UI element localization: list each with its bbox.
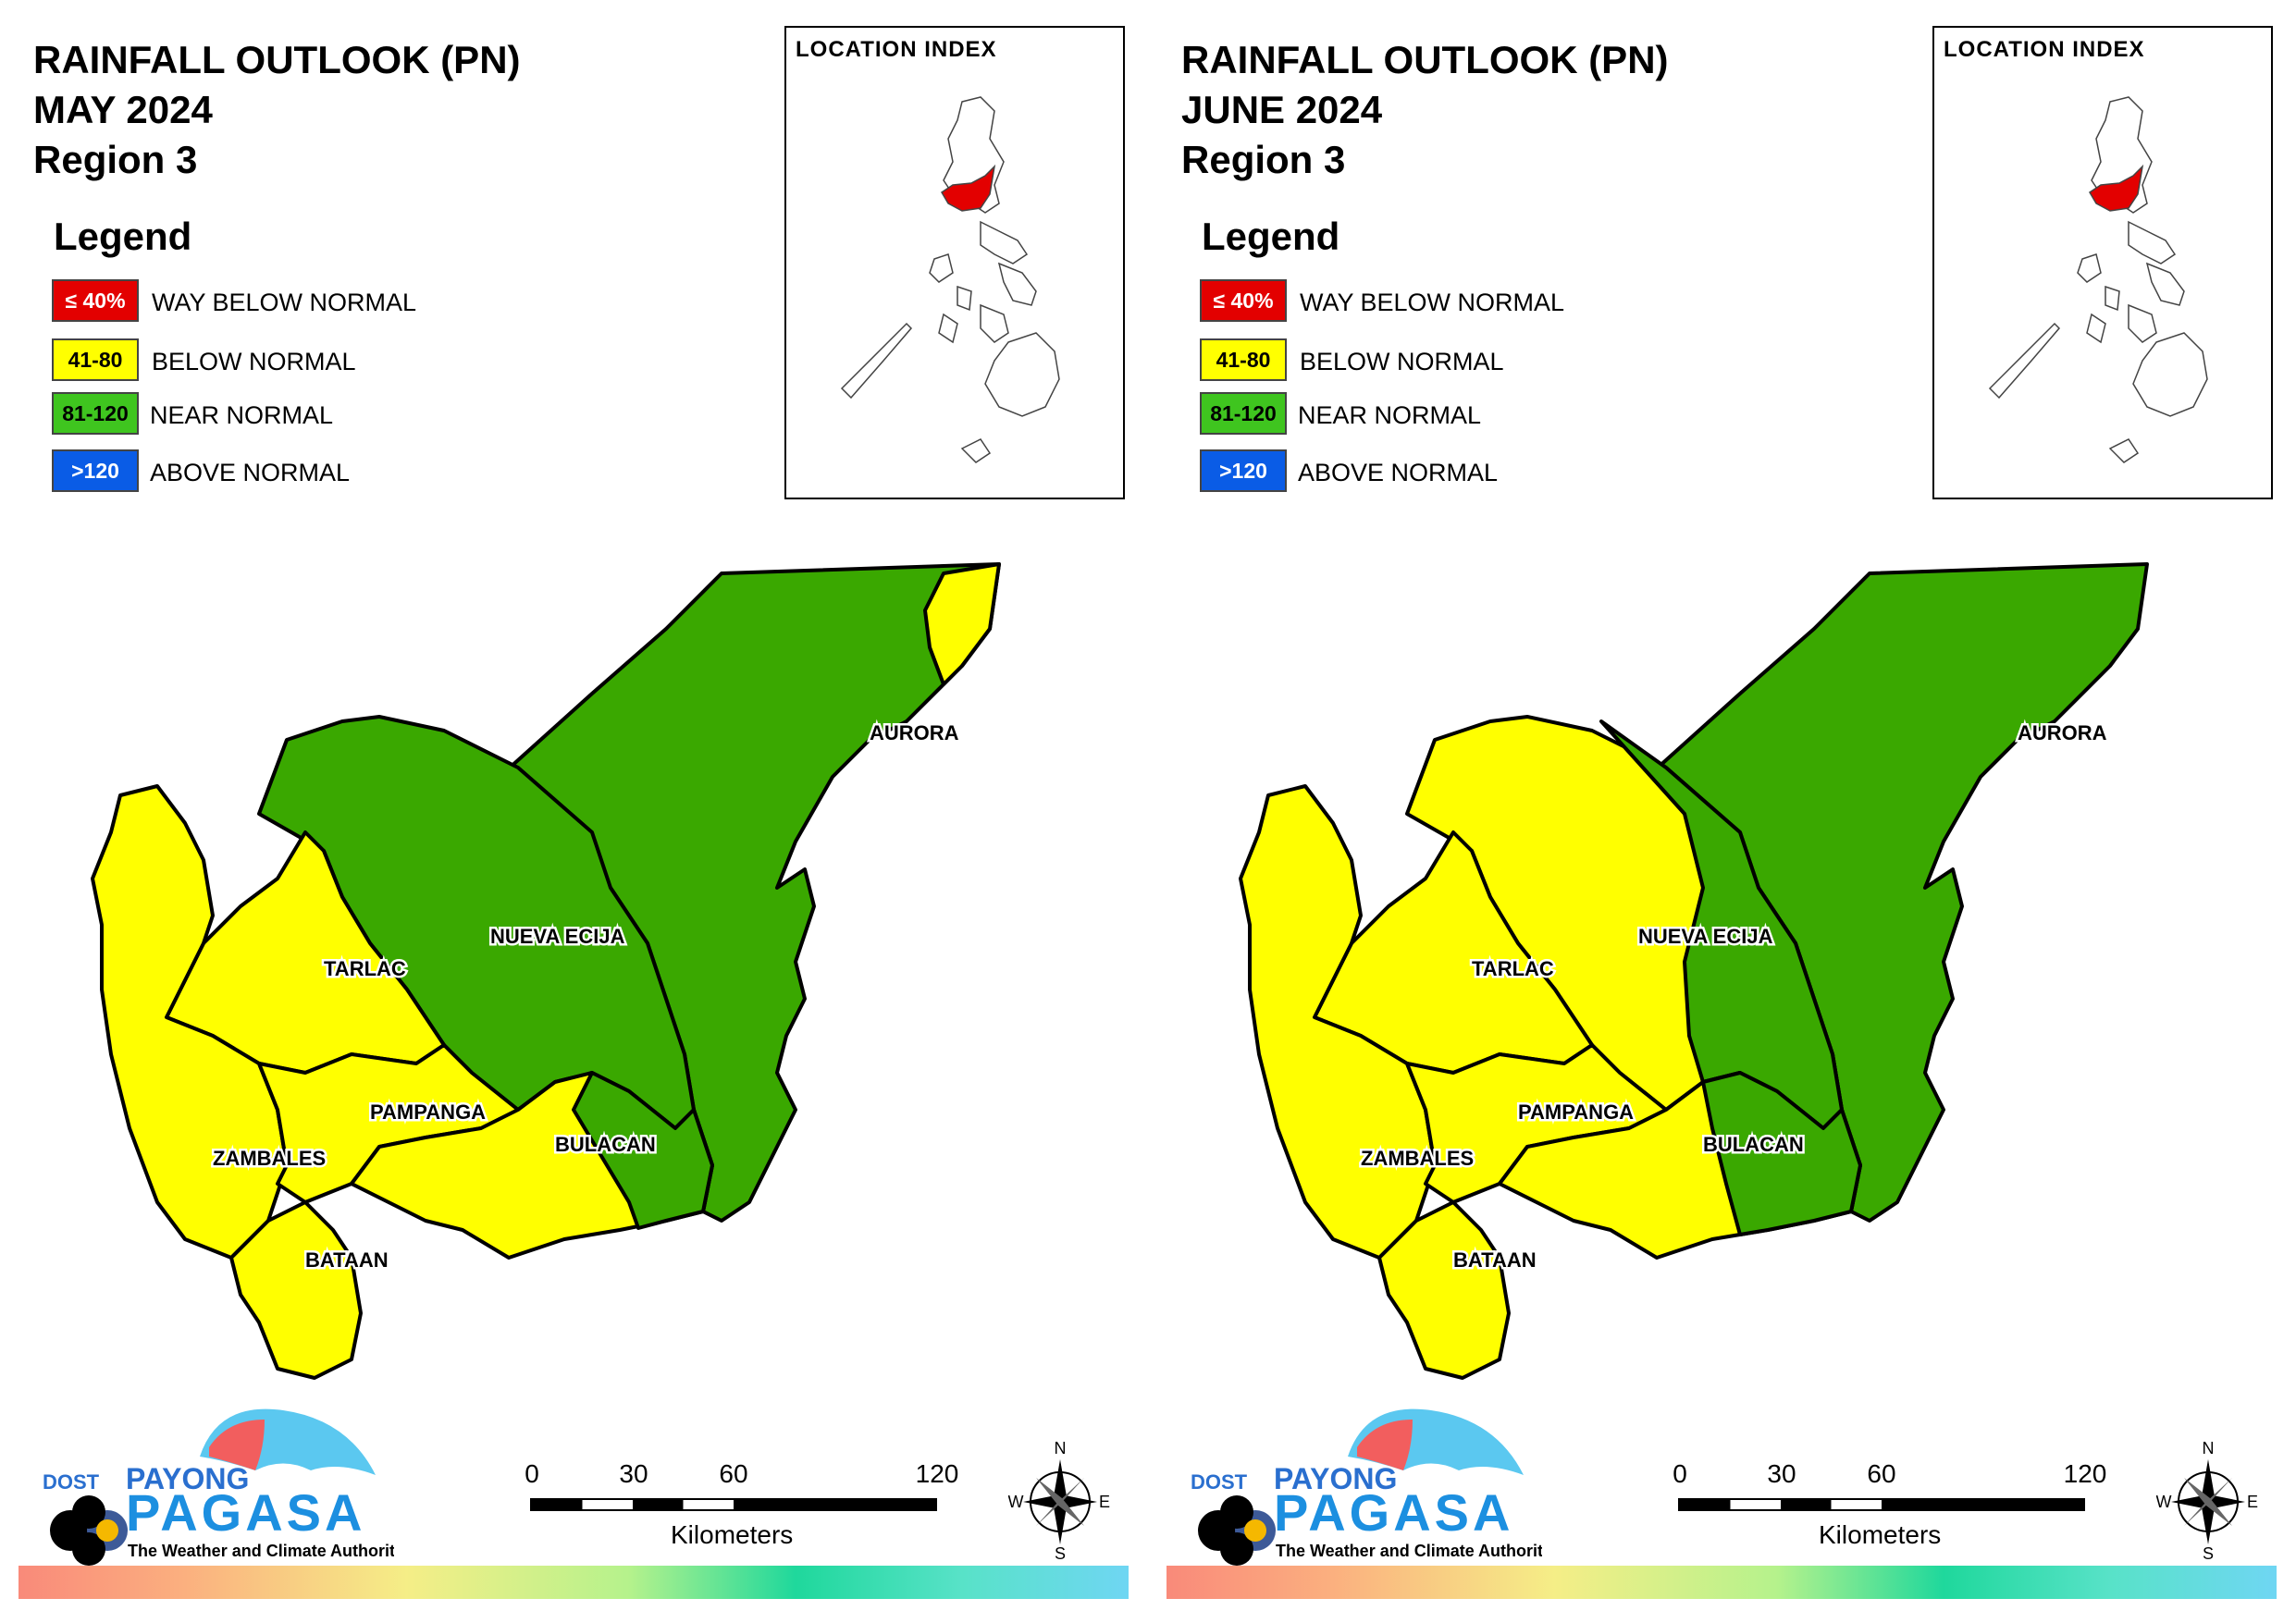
compass-e: E [1099,1493,1110,1511]
legend-swatch: ≤ 40% [1200,279,1287,322]
legend-title: Legend [54,215,192,258]
scale-tick: 0 [1673,1459,1687,1488]
scale-bar: 0 30 60 120 Kilometers [523,1459,958,1552]
legend-swatch: 41-80 [1200,338,1287,381]
legend-swatch: 81-120 [52,392,139,435]
june-panel: RAINFALL OUTLOOK (PN) JUNE 2024 Region 3… [1148,0,2295,1623]
legend-swatch: ≤ 40% [52,279,139,322]
footer-gradient-bar [19,1566,1129,1599]
scale-bar-graphic [1678,1498,2085,1511]
scale-tick: 60 [1867,1459,1896,1488]
region-map: AURORA NUEVA ECIJA TARLAC PAMPANGA ZAMBA… [1239,562,2149,1380]
scale-tick: 30 [619,1459,648,1488]
region-3-highlight [940,164,996,212]
aurora-yellow-tip [923,562,1001,686]
panel-title: RAINFALL OUTLOOK (PN) JUNE 2024 Region 3 [1181,35,1669,185]
label-aurora: AURORA [870,721,959,744]
province-zambales [1239,784,1437,1260]
legend-label: ABOVE NORMAL [1298,459,1499,486]
north-arrow-icon: N S E W [1008,1441,1110,1561]
scale-tick: 60 [719,1459,748,1488]
region-3-highlight [2088,164,2144,212]
label-nueva-ecija: NUEVA ECIJA [490,925,625,948]
pagasa-logo: DOST PAYONG PAGASA The Weather and Clima… [1181,1392,1552,1568]
logo-payong: PAYONG [1274,1462,1397,1495]
legend-title: Legend [1202,215,1340,258]
location-index-title: LOCATION INDEX [796,37,997,62]
logo-pagasa: PAGASA [126,1483,365,1542]
legend-label: NEAR NORMAL [1298,401,1482,429]
logo-payong: PAYONG [126,1462,249,1495]
label-nueva-ecija: NUEVA ECIJA [1638,925,1773,948]
label-aurora: AURORA [2018,721,2107,744]
region-map: AURORA NUEVA ECIJA TARLAC PAMPANGA ZAMBA… [91,562,1001,1380]
logo-pagasa: PAGASA [1274,1483,1513,1542]
legend-swatch: >120 [52,449,139,492]
logo-dost: DOST [1191,1470,1248,1494]
label-tarlac: TARLAC [1472,957,1554,980]
scale-tick: 120 [915,1459,959,1488]
logo-tagline: The Weather and Climate Authority [128,1542,394,1560]
scale-tick: 30 [1767,1459,1796,1488]
philippines-map [840,96,1060,463]
location-index: LOCATION INDEX [1932,26,2273,499]
province-bataan [229,1200,363,1380]
label-tarlac: TARLAC [324,957,406,980]
label-bataan: BATAAN [305,1248,389,1272]
legend-label: WAY BELOW NORMAL [1300,289,1565,316]
compass-s: S [1055,1544,1066,1561]
bulacan-green-area [572,1071,714,1230]
scale-unit: Kilometers [671,1520,794,1549]
compass-n: N [2203,1441,2215,1457]
legend-swatch: >120 [1200,449,1287,492]
province-zambales [91,784,289,1260]
compass-w: W [2156,1493,2172,1511]
province-bataan [1377,1200,1511,1380]
scale-unit: Kilometers [1819,1520,1942,1549]
scale-bar: 0 30 60 120 Kilometers [1671,1459,2106,1552]
logo-tagline: The Weather and Climate Authority [1276,1542,1542,1560]
label-bulacan: BULACAN [1703,1133,1804,1156]
legend-swatch: 41-80 [52,338,139,381]
panel-title: RAINFALL OUTLOOK (PN) MAY 2024 Region 3 [33,35,521,185]
location-index-title: LOCATION INDEX [1944,37,2145,62]
scale-tick: 120 [2063,1459,2107,1488]
philippines-map [1988,96,2208,463]
title-line-3: Region 3 [1181,138,1346,181]
label-bataan: BATAAN [1453,1248,1537,1272]
compass-s: S [2203,1544,2214,1561]
title-line-3: Region 3 [33,138,198,181]
label-zambales: ZAMBALES [213,1147,326,1170]
title-line-1: RAINFALL OUTLOOK (PN) [33,38,521,81]
legend-label: BELOW NORMAL [152,348,356,375]
legend-label: WAY BELOW NORMAL [152,289,417,316]
location-index: LOCATION INDEX [784,26,1125,499]
compass-e: E [2247,1493,2258,1511]
footer-gradient-bar [1167,1566,2277,1599]
title-line-2: JUNE 2024 [1181,88,1383,131]
bulacan-green-area [1701,1071,1862,1236]
compass-n: N [1055,1441,1067,1457]
scale-bar-graphic [530,1498,937,1511]
title-line-1: RAINFALL OUTLOOK (PN) [1181,38,1669,81]
pagasa-logo: DOST PAYONG PAGASA The Weather and Clima… [33,1392,404,1568]
label-zambales: ZAMBALES [1361,1147,1474,1170]
title-line-2: MAY 2024 [33,88,213,131]
label-bulacan: BULACAN [555,1133,656,1156]
legend-label: ABOVE NORMAL [150,459,351,486]
may-panel: RAINFALL OUTLOOK (PN) MAY 2024 Region 3 … [0,0,1147,1623]
scale-tick: 0 [525,1459,539,1488]
logo-dost: DOST [43,1470,100,1494]
label-pampanga: PAMPANGA [370,1100,486,1124]
legend-label: BELOW NORMAL [1300,348,1504,375]
north-arrow-icon: N S E W [2156,1441,2258,1561]
legend-swatch: 81-120 [1200,392,1287,435]
compass-w: W [1008,1493,1024,1511]
legend-label: NEAR NORMAL [150,401,334,429]
label-pampanga: PAMPANGA [1518,1100,1634,1124]
